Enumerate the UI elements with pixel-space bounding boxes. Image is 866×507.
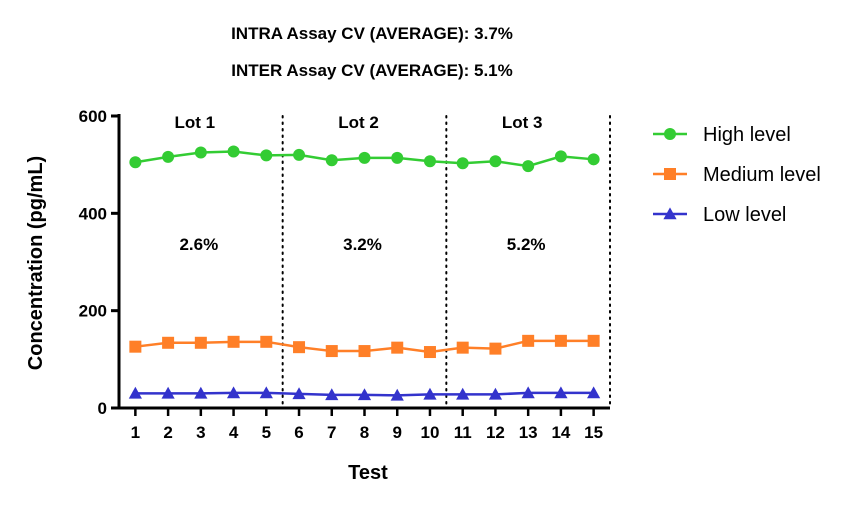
data-point-s1-6: [293, 148, 306, 161]
legend-marker-1: [664, 128, 676, 140]
x-tick-label-6: 6: [294, 423, 303, 442]
data-point-s3-10: [423, 387, 437, 400]
y-tick-label-200: 200: [79, 302, 107, 321]
data-point-s1-1: [129, 156, 142, 169]
x-tick-label-7: 7: [327, 423, 336, 442]
data-point-s3-2: [161, 386, 175, 399]
data-point-s1-14: [554, 150, 567, 163]
data-point-s2-10: [423, 346, 436, 359]
data-point-s1-5: [260, 149, 273, 162]
data-point-s2-4: [227, 335, 240, 348]
x-tick-label-13: 13: [519, 423, 538, 442]
data-point-s3-6: [292, 387, 306, 400]
data-point-s2-6: [293, 341, 306, 354]
data-point-s2-14: [554, 334, 567, 347]
x-tick-label-11: 11: [454, 423, 472, 442]
legend-marker-2: [664, 168, 676, 180]
data-point-s2-3: [194, 336, 207, 349]
data-point-s1-4: [227, 145, 240, 158]
data-point-s3-13: [521, 386, 535, 399]
lot-label-3: Lot 3: [502, 113, 543, 132]
lot-label-2: Lot 2: [338, 113, 379, 132]
x-tick-label-2: 2: [163, 423, 172, 442]
data-point-s3-5: [259, 386, 273, 399]
data-point-s2-15: [587, 334, 600, 347]
data-point-s1-2: [162, 150, 175, 163]
x-tick-label-5: 5: [262, 423, 271, 442]
legend: High level Medium level Low level: [653, 124, 821, 226]
data-point-s3-3: [194, 386, 208, 399]
data-point-s3-9: [390, 388, 404, 401]
data-point-s2-7: [325, 345, 338, 358]
data-point-s3-1: [128, 386, 142, 399]
lot-label-1: Lot 1: [175, 113, 216, 132]
y-axis-label: Concentration (pg/mL): [25, 156, 47, 370]
data-point-s3-15: [587, 386, 601, 399]
x-tick-label-12: 12: [486, 423, 505, 442]
data-point-s3-4: [226, 386, 241, 399]
data-point-s2-8: [358, 345, 371, 358]
data-point-s3-7: [325, 388, 339, 401]
data-point-s1-13: [522, 160, 535, 173]
lot-cv-1: 2.6%: [179, 235, 218, 254]
intra-assay-cv-text: INTRA Assay CV (AVERAGE): 3.7%: [231, 24, 513, 43]
data-point-s1-10: [423, 155, 436, 168]
x-tick-label-10: 10: [421, 423, 440, 442]
inter-assay-cv-text: INTER Assay CV (AVERAGE): 5.1%: [231, 61, 513, 80]
data-point-s2-2: [162, 336, 175, 349]
data-point-s1-9: [391, 151, 404, 164]
data-point-s2-13: [522, 334, 535, 347]
data-point-s3-14: [554, 386, 568, 399]
y-tick-label-400: 400: [79, 204, 107, 223]
data-point-s3-11: [456, 387, 470, 400]
data-point-s1-11: [456, 157, 469, 170]
data-point-s3-12: [488, 387, 503, 400]
data-point-s2-1: [129, 340, 142, 353]
legend-label-3: Low level: [703, 204, 786, 226]
x-axis-label: Test: [348, 462, 388, 484]
y-tick-label-600: 600: [79, 107, 107, 126]
data-point-s2-5: [260, 335, 273, 348]
data-point-s1-15: [587, 153, 600, 166]
data-point-s1-12: [489, 155, 502, 168]
x-tick-label-15: 15: [584, 423, 603, 442]
data-point-s3-8: [357, 388, 372, 401]
x-tick-label-8: 8: [360, 423, 369, 442]
x-tick-label-4: 4: [229, 423, 239, 442]
y-tick-label-0: 0: [98, 399, 107, 418]
data-point-s2-9: [391, 341, 404, 354]
data-point-s2-11: [456, 341, 469, 354]
data-point-s1-3: [194, 146, 207, 159]
x-tick-label-14: 14: [551, 423, 570, 442]
legend-marker-3: [663, 207, 677, 220]
x-tick-label-1: 1: [131, 423, 140, 442]
data-point-s1-8: [358, 151, 371, 164]
data-point-s1-7: [325, 154, 338, 167]
data-point-s2-12: [489, 342, 502, 355]
x-tick-label-3: 3: [196, 423, 205, 442]
legend-label-1: High level: [703, 124, 791, 146]
lot-cv-2: 3.2%: [343, 235, 382, 254]
legend-label-2: Medium level: [703, 164, 821, 186]
lot-cv-3: 5.2%: [507, 235, 546, 254]
x-tick-label-9: 9: [392, 423, 401, 442]
